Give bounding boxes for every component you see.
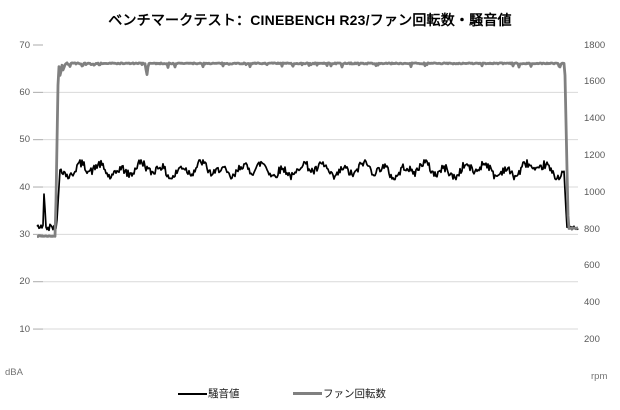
- right-axis-tick-label: 1000: [584, 186, 606, 198]
- right-axis-tick-label: 1800: [584, 39, 606, 51]
- legend-label-fan: ファン回転数: [323, 388, 386, 400]
- left-axis-tick-label: 10: [19, 323, 30, 335]
- left-axis-tick-label: 70: [19, 39, 30, 51]
- legend-item-fan: ファン回転数: [293, 387, 386, 400]
- legend-item-noise: 騒音値: [178, 387, 240, 400]
- left-axis-tick-label: 50: [19, 134, 30, 146]
- noise-series-swatch: [178, 392, 207, 395]
- chart-title: ベンチマークテスト：CINEBENCH R23/ファン回転数・騒音値: [108, 12, 512, 28]
- right-axis-tick-label: 1200: [584, 149, 606, 161]
- noise-series-line: [36, 159, 579, 232]
- right-axis-tick-label: 400: [584, 297, 600, 309]
- legend-label-noise: 騒音値: [208, 388, 240, 400]
- left-axis-tick-label: 20: [19, 276, 30, 288]
- fan-series-line: [36, 61, 579, 238]
- right-axis-tick-label: 1400: [584, 113, 606, 125]
- left-axis-tick-label: 30: [19, 228, 30, 240]
- right-axis-tick-label: 200: [584, 334, 600, 346]
- right-axis-unit-label: rpm: [591, 371, 608, 382]
- left-axis-tick-label: 60: [19, 86, 30, 98]
- left-axis-unit-label: dBA: [5, 367, 23, 378]
- right-axis-tick-label: 1600: [584, 76, 606, 88]
- right-axis-tick-label: 600: [584, 260, 600, 272]
- fan-series-swatch: [293, 392, 322, 395]
- right-axis-tick-label: 800: [584, 223, 600, 235]
- left-axis-tick-label: 40: [19, 181, 30, 193]
